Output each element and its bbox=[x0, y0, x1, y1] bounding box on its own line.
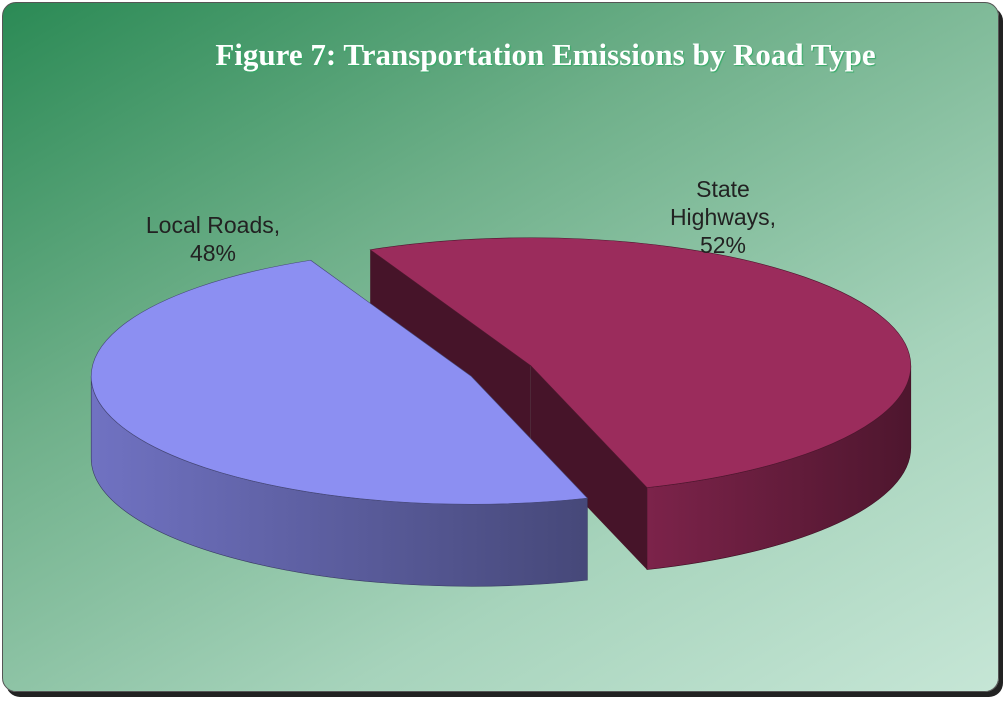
pie-slice bbox=[90, 259, 589, 587]
chart-title: Figure 7: Transportation Emissions by Ro… bbox=[215, 37, 876, 72]
slice-top bbox=[90, 259, 589, 505]
slice-category: Local Roads, bbox=[145, 212, 281, 238]
slice-label: State Highways, 52% bbox=[643, 175, 803, 259]
slice-category: State Highways, bbox=[669, 176, 777, 230]
pie-chart bbox=[90, 237, 912, 587]
chart-card: Figure 7: Transportation Emissions by Ro… bbox=[2, 2, 999, 692]
slice-top bbox=[369, 237, 912, 488]
slice-label: Local Roads, 48% bbox=[113, 211, 313, 267]
slice-cut-face bbox=[530, 365, 647, 570]
slice-value-label: 52% bbox=[699, 232, 747, 258]
slice-value-label: 48% bbox=[189, 240, 237, 266]
